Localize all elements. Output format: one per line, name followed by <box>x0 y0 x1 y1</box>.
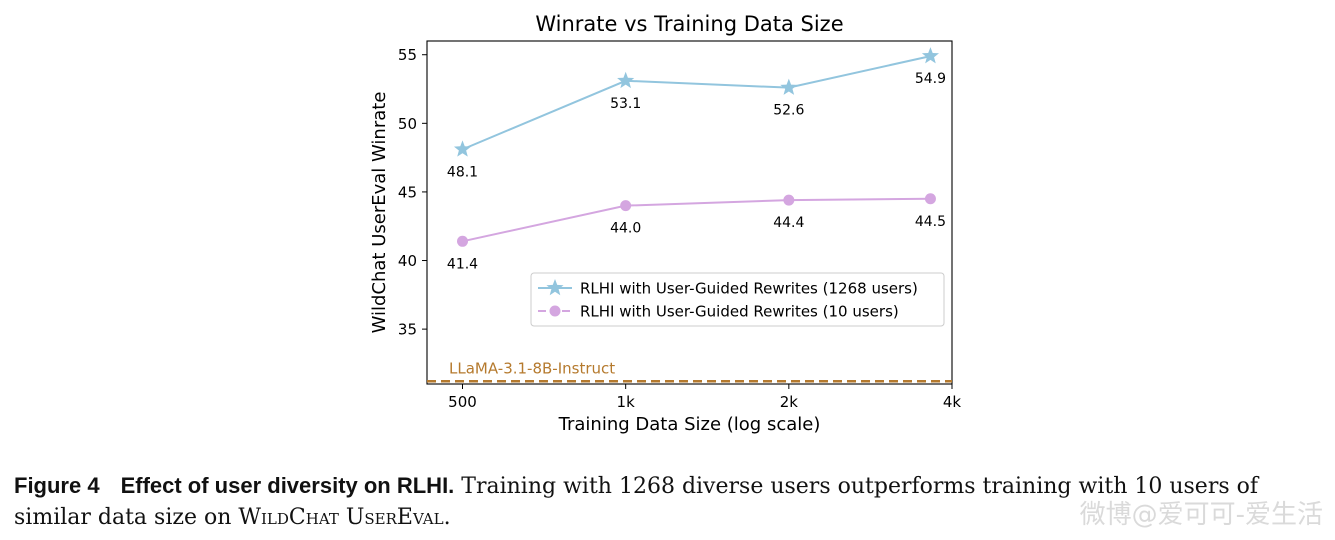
data-label: 44.5 <box>915 214 946 230</box>
x-tick-label: 500 <box>448 393 477 411</box>
y-axis-label: WildChat UserEval Winrate <box>369 92 390 334</box>
legend-marker-circle <box>549 305 561 317</box>
data-label: 54.9 <box>915 71 946 87</box>
x-tick-label: 1k <box>617 393 636 411</box>
x-tick-label: 4k <box>943 393 962 411</box>
watermark: 微博@爱可可-爱生活 <box>1079 500 1323 530</box>
legend-box <box>530 272 945 327</box>
figure-label: Figure 4 <box>14 473 100 498</box>
y-tick-label: 55 <box>398 46 417 64</box>
legend-marker-star <box>546 279 564 296</box>
x-tick-label: 2k <box>780 393 799 411</box>
legend-label: RLHI with User-Guided Rewrites (10 users… <box>580 303 899 321</box>
data-label: 53.1 <box>610 96 641 112</box>
caption-period: . <box>443 505 451 530</box>
data-point-circle <box>620 200 632 212</box>
data-point-star <box>921 47 939 64</box>
x-axis-label: Training Data Size (log scale) <box>558 414 821 435</box>
benchmark-name: WildChat UserEval <box>238 505 444 530</box>
data-label: 44.4 <box>773 215 804 231</box>
y-tick-label: 50 <box>398 115 417 133</box>
figure-caption: Figure 4 Effect of user diversity on RLH… <box>14 470 1324 533</box>
chart-title: Winrate vs Training Data Size <box>535 12 843 36</box>
data-label: 52.6 <box>773 103 804 119</box>
plot-frame <box>426 40 953 385</box>
y-tick-label: 40 <box>398 252 417 270</box>
data-point-star <box>617 71 635 89</box>
chart-container: Winrate vs Training Data Size 35 40 45 50 55 5… <box>369 12 962 435</box>
data-point-circle <box>783 194 795 206</box>
figure-caption-title: Effect of user diversity on RLHI. <box>120 473 455 498</box>
data-point-circle <box>457 235 469 247</box>
data-label: 48.1 <box>447 164 478 180</box>
data-label: 41.4 <box>447 256 478 272</box>
series-line-1 <box>462 55 931 151</box>
figure-caption-text: Training with 1268 diverse users outperf… <box>14 474 1259 530</box>
data-point-circle <box>924 193 936 205</box>
baseline-label: LLaMA-3.1-8B-Instruct <box>449 359 615 377</box>
y-tick-label: 45 <box>398 183 417 201</box>
data-label: 44.0 <box>610 221 641 237</box>
legend-label: RLHI with User-Guided Rewrites (1268 use… <box>580 280 918 298</box>
series-line-2 <box>462 197 931 243</box>
data-point-star <box>453 140 472 157</box>
y-tick-label: 35 <box>398 321 417 339</box>
line-chart: Winrate vs Training Data Size 35 40 45 50 55 5… <box>369 12 962 435</box>
data-point-star <box>780 78 798 95</box>
